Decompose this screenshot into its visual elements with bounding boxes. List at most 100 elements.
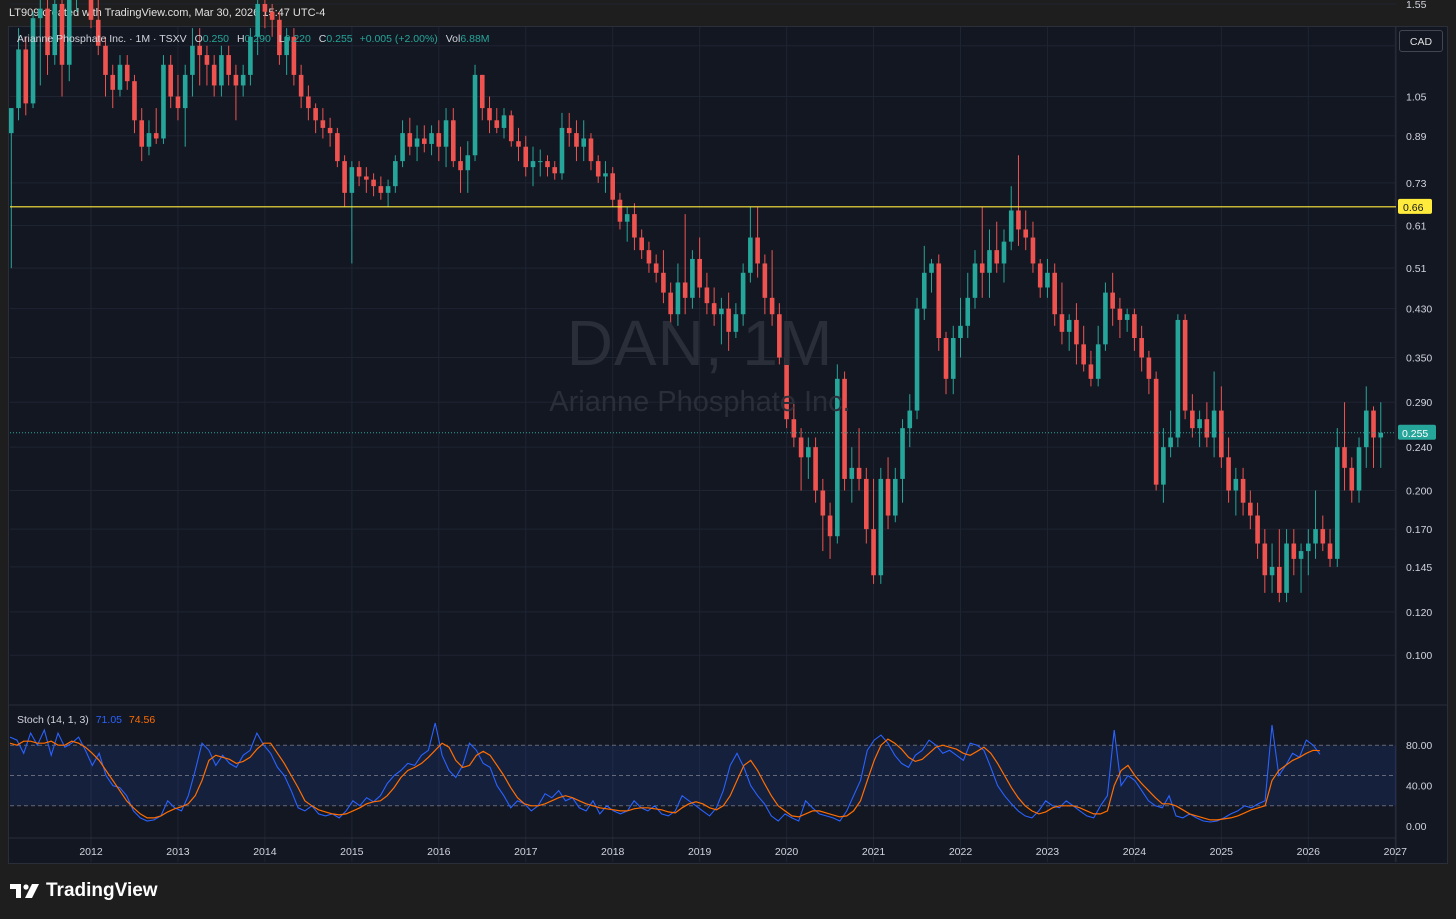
tradingview-logo-icon: [10, 884, 39, 898]
candle-body: [1255, 515, 1260, 544]
candle-body: [864, 478, 869, 530]
high-label: H: [236, 33, 245, 45]
candle-body: [835, 378, 840, 537]
stoch-k-value: 71.05: [95, 714, 122, 726]
candle-body: [1023, 229, 1029, 238]
candle-body: [226, 55, 231, 75]
candle-body: [320, 120, 326, 128]
candle-body: [211, 64, 217, 86]
candle-body: [661, 272, 666, 293]
candle-body: [900, 428, 905, 479]
candle-body: [501, 115, 507, 128]
stoch-legend[interactable]: Stoch (14, 1, 3) 71.05 74.56: [17, 714, 155, 726]
candle-body: [284, 36, 289, 56]
candle-body: [1378, 432, 1384, 438]
candle-body: [1284, 543, 1289, 593]
low-value: 0.220: [284, 33, 311, 45]
candle-body: [153, 133, 159, 139]
candle-body: [762, 263, 768, 298]
time-tick-label: 2014: [253, 846, 277, 858]
candle-body: [277, 19, 282, 56]
candle-body: [1081, 344, 1086, 365]
candle-body: [588, 138, 594, 162]
currency-button[interactable]: CAD: [1399, 30, 1443, 52]
candle-body: [639, 237, 644, 251]
candle-body: [95, 19, 101, 46]
candle-body: [820, 490, 826, 516]
candle-body: [1190, 410, 1195, 429]
high-value: 0.290: [244, 33, 271, 45]
candle-body: [1146, 357, 1152, 379]
candle-body: [23, 49, 29, 104]
candle-body: [88, 0, 94, 20]
price-tick-label: 0.290: [1406, 397, 1432, 409]
candle-body: [458, 161, 463, 171]
candle-body: [262, 3, 268, 12]
candle-body: [1168, 437, 1173, 448]
stoch-name[interactable]: Stoch (14, 1, 3): [17, 714, 89, 726]
candle-body: [1342, 447, 1347, 468]
candle-body: [335, 133, 340, 162]
tradingview-branding[interactable]: TradingView: [10, 879, 158, 903]
candle-body: [617, 199, 623, 222]
candle-body: [146, 133, 152, 147]
candle-body: [827, 515, 833, 537]
candle-body: [987, 250, 992, 273]
price-tick-label: 0.120: [1406, 607, 1432, 619]
candle-body: [306, 96, 311, 109]
candle-body: [1226, 457, 1231, 491]
chart-frame[interactable]: [8, 26, 1448, 864]
candle-body: [1313, 529, 1318, 544]
candle-body: [1298, 551, 1304, 559]
candle-body: [400, 133, 405, 162]
stoch-d-line: [9, 738, 1321, 821]
time-tick-label: 2027: [1384, 846, 1408, 858]
candle-body: [1066, 319, 1072, 332]
change-value: +0.005 (+2.00%): [359, 33, 438, 45]
candle-body: [791, 419, 797, 438]
candle-body: [943, 337, 949, 379]
candle-body: [1074, 319, 1079, 345]
level-badge: [1398, 198, 1432, 214]
candle-body: [885, 478, 891, 516]
candle-body: [1175, 319, 1181, 438]
price-tick-label: 0.200: [1406, 486, 1432, 498]
candle-body: [1269, 566, 1275, 576]
candle-body: [240, 74, 246, 86]
candle-body: [465, 155, 471, 171]
candle-body: [443, 120, 449, 147]
candle-body: [849, 467, 855, 479]
candle-body: [523, 146, 529, 168]
candle-body: [813, 447, 818, 491]
candle-body: [1059, 314, 1065, 332]
candle-body: [103, 45, 108, 75]
candle-body: [66, 0, 72, 65]
candle-body: [624, 214, 630, 222]
candle-body: [842, 378, 847, 479]
candle-body: [385, 186, 391, 193]
candle-body: [1117, 308, 1123, 320]
candle-body: [59, 3, 65, 65]
last-price-badge: [1398, 424, 1436, 440]
candle-body: [298, 74, 304, 97]
candle-body: [450, 120, 456, 162]
symbol-name[interactable]: Arianne Phosphate Inc. · 1M · TSXV: [17, 33, 187, 45]
candle-body: [124, 64, 130, 82]
candle-body: [422, 138, 427, 144]
candle-body: [603, 173, 608, 177]
candle-body: [907, 410, 913, 429]
candle-body: [892, 478, 898, 516]
candle-body: [697, 258, 702, 288]
candle-body: [8, 108, 14, 134]
candle-body: [1204, 419, 1210, 438]
candle-body: [45, 8, 50, 56]
candle-body: [414, 138, 420, 147]
candle-body: [204, 55, 210, 65]
time-tick-label: 2021: [862, 846, 886, 858]
candle-body: [559, 127, 565, 174]
candle-body: [1132, 314, 1137, 338]
candle-body: [755, 237, 760, 264]
symbol-legend[interactable]: Arianne Phosphate Inc. · 1M · TSXV O0.25…: [17, 33, 490, 45]
candle-body: [190, 45, 195, 75]
